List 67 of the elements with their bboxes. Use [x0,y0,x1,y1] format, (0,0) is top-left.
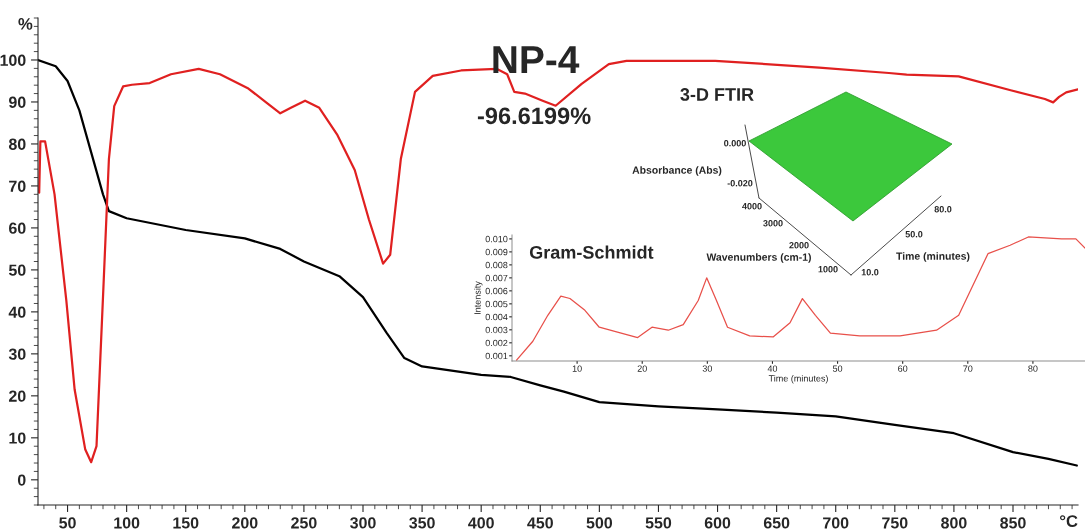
y-tick-label: 90 [8,96,26,108]
x-tick-label: 650 [763,517,790,529]
x-tick-label: 800 [941,517,967,529]
y-tick-label: 70 [9,180,26,192]
x-tick-label: 60 [898,365,908,372]
y-axis-title: % [18,18,33,30]
annotation: 2000 [789,242,809,249]
x-tick-label: 80 [1028,365,1038,372]
annotation: 10.0 [861,269,879,276]
x-tick-label: 450 [527,517,553,529]
y-tick-label: 40 [8,306,26,318]
annotation: 3000 [763,220,783,227]
x-tick-label: 300 [350,517,376,529]
x-tick-label: 200 [232,517,258,529]
chart-title: Gram-Schmidt [529,245,654,259]
annotation: Time (minutes) [896,252,970,262]
x-tick-label: 550 [645,517,672,529]
x-tick-label: 50 [832,365,843,372]
y-tick-label: 0.010 [485,235,508,243]
x-tick-label: 400 [468,517,494,529]
text: NP-4 [493,46,580,73]
y-tick-label: 0.007 [485,274,508,282]
y-tick-label: 0.001 [485,352,508,360]
y-tick-label: 30 [8,348,26,360]
y-tick-label: 0 [17,474,26,486]
y-tick-label: 10 [9,432,26,444]
x-tick-label: 30 [702,365,713,372]
x-tick-label: 250 [291,517,317,529]
x-tick-label: 850 [1000,517,1026,529]
annotation: 1000 [818,266,838,273]
y-axis-title: Intensity [474,281,483,314]
annotation: Absorbance (Abs) [632,166,722,176]
x-tick-label: 20 [637,365,647,372]
y-tick-label: 0.004 [485,313,508,321]
annotation: -96.6199% [477,107,591,125]
y-tick-label: 50 [8,264,26,276]
x-tick-label: 40 [767,365,778,372]
annotation: 80.0 [934,206,952,213]
annotation: 4000 [742,203,762,210]
annotation: 0.000 [724,140,746,147]
text: 3-D FTIR [680,88,754,101]
y-tick-label: 80 [8,138,26,150]
x-tick-label: 100 [114,517,140,529]
line-series [515,236,1085,361]
x-tick-label: 350 [409,517,435,529]
y-tick-label: 0.002 [485,339,508,347]
x-tick-label: 150 [173,517,199,529]
x-axis-title: Time (minutes) [768,374,828,384]
x-tick-label: 700 [823,517,849,529]
x-tick-label: 70 [963,365,973,372]
x-tick-label: 50 [59,517,76,529]
y-tick-label: 0.006 [485,287,508,295]
x-tick-label: 10 [572,365,582,372]
y-tick-label: 100 [0,54,26,66]
x-tick-label: 500 [586,517,613,529]
y-tick-label: 0.005 [485,300,508,308]
y-tick-label: 20 [8,390,26,402]
y-tick-label: 0.003 [485,326,508,334]
annotation: Wavenumbers (cm-1) [706,253,811,263]
y-tick-label: 0.008 [485,261,508,269]
annotation: -0.020 [727,180,753,187]
y-tick-label: 60 [9,222,26,234]
annotation: 50.0 [905,231,923,238]
x-tick-label: 600 [704,517,731,529]
x-axis-title: °C [1060,515,1078,527]
y-tick-label: 0.009 [485,248,508,256]
x-tick-label: 750 [882,517,908,529]
